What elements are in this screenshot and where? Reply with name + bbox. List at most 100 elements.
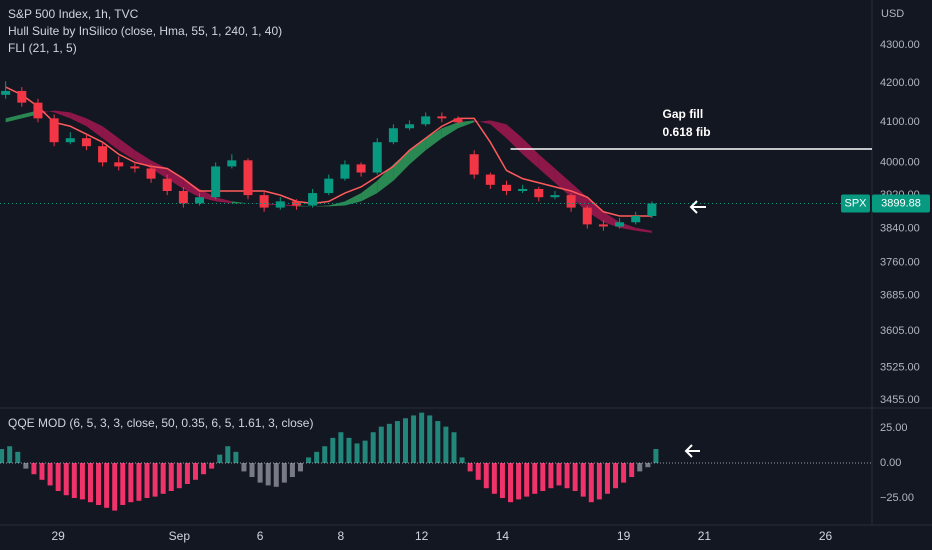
- symbol-tag: [841, 194, 870, 213]
- histogram-bar: [209, 463, 215, 469]
- candle-body: [195, 197, 205, 204]
- histogram-bar: [548, 463, 554, 489]
- hull-band: [86, 118, 103, 139]
- hull-band: [409, 138, 426, 165]
- histogram-bar: [564, 463, 570, 489]
- arrow-icon: [689, 200, 706, 214]
- hull-band: [312, 205, 329, 207]
- y-tick-label: 0.00: [880, 457, 901, 469]
- histogram-bar: [572, 463, 578, 492]
- candle-body: [146, 168, 156, 179]
- hull-band: [474, 120, 491, 125]
- histogram-bar: [613, 463, 619, 489]
- hull-band: [183, 178, 200, 198]
- candle-body: [308, 193, 318, 206]
- histogram-bar: [427, 415, 433, 464]
- y-tick-label: −25.00: [880, 492, 914, 504]
- candle-body: [566, 195, 576, 208]
- x-tick-label: 8: [338, 529, 345, 543]
- histogram-bar: [621, 463, 627, 483]
- candle-body: [340, 164, 350, 179]
- candle-body: [582, 207, 592, 225]
- y-tick-label: 3840.00: [880, 222, 920, 234]
- histogram-bar: [184, 463, 190, 485]
- hull-band: [70, 112, 87, 127]
- histogram-bar: [31, 463, 37, 475]
- histogram-bar: [23, 463, 29, 469]
- candle-body: [324, 178, 334, 194]
- candle-body: [65, 138, 75, 143]
- candle-body: [598, 224, 608, 227]
- histogram-bar: [443, 426, 449, 464]
- histogram-bar: [451, 432, 457, 464]
- histogram-bar: [330, 437, 336, 464]
- hull-band: [571, 182, 588, 212]
- hull-band: [102, 126, 119, 151]
- candle-body: [1, 90, 11, 95]
- histogram-bar: [265, 463, 271, 486]
- histogram-bar: [104, 463, 110, 508]
- histogram-bar: [128, 463, 134, 503]
- histogram-bar: [516, 463, 522, 500]
- hull-band: [522, 138, 539, 169]
- histogram-bar: [306, 457, 312, 464]
- hull-band: [5, 114, 22, 123]
- marks: [0, 81, 659, 511]
- histogram-bar: [7, 446, 13, 464]
- candle-body: [356, 164, 366, 173]
- histogram-bar: [273, 463, 279, 487]
- histogram-bar: [524, 463, 530, 497]
- candle-body: [17, 90, 27, 103]
- histogram-bar: [241, 463, 247, 472]
- histogram-bar: [87, 463, 93, 503]
- histogram-bar: [629, 463, 635, 478]
- y-tick-label: 3525.00: [880, 361, 920, 373]
- price-label: 3899.88: [881, 197, 921, 209]
- histogram-bar: [257, 463, 263, 483]
- candle-body: [259, 195, 269, 208]
- histogram-bar: [459, 457, 465, 464]
- hull-band: [441, 122, 459, 139]
- histogram-bar: [653, 449, 659, 464]
- candle-body: [33, 102, 43, 119]
- histogram-bar: [249, 463, 255, 478]
- symbol-label: SPX: [844, 197, 867, 209]
- fli-line: [5, 86, 652, 217]
- histogram-bar: [346, 437, 352, 464]
- candle-body: [81, 138, 91, 147]
- histogram-bar: [588, 463, 594, 503]
- histogram-bar: [96, 463, 102, 505]
- chart-title: S&P 500 Index, 1h, TVC: [8, 7, 139, 21]
- x-tick-label: Sep: [169, 529, 191, 543]
- currency: USD: [881, 8, 904, 20]
- histogram-bar: [403, 418, 409, 464]
- histogram-bar: [144, 463, 150, 498]
- histogram-bar: [0, 449, 5, 464]
- hull-band: [425, 128, 442, 151]
- hull-band: [151, 160, 168, 179]
- histogram-bar: [297, 463, 303, 472]
- histogram-bar: [281, 463, 287, 483]
- hull-band: [134, 150, 152, 169]
- candle-body: [178, 191, 188, 204]
- x-tick-label: 19: [617, 529, 631, 543]
- candle-body: [631, 215, 641, 223]
- y-tick-label: 3685.00: [880, 289, 920, 301]
- histogram-bar: [338, 432, 344, 464]
- histogram-bar: [120, 463, 126, 505]
- candle-body: [162, 178, 172, 192]
- hull-band: [506, 124, 523, 155]
- arrow-icon: [684, 444, 700, 458]
- hull-band: [458, 120, 475, 129]
- histogram-bar: [79, 463, 85, 500]
- histogram-bar: [637, 463, 643, 472]
- histogram-bar: [217, 454, 223, 464]
- candle-body: [550, 195, 560, 198]
- hull-band: [538, 154, 555, 183]
- histogram-bar: [322, 446, 328, 464]
- histogram-bar: [152, 463, 158, 497]
- candle-body: [405, 124, 415, 129]
- candle-body: [534, 188, 544, 198]
